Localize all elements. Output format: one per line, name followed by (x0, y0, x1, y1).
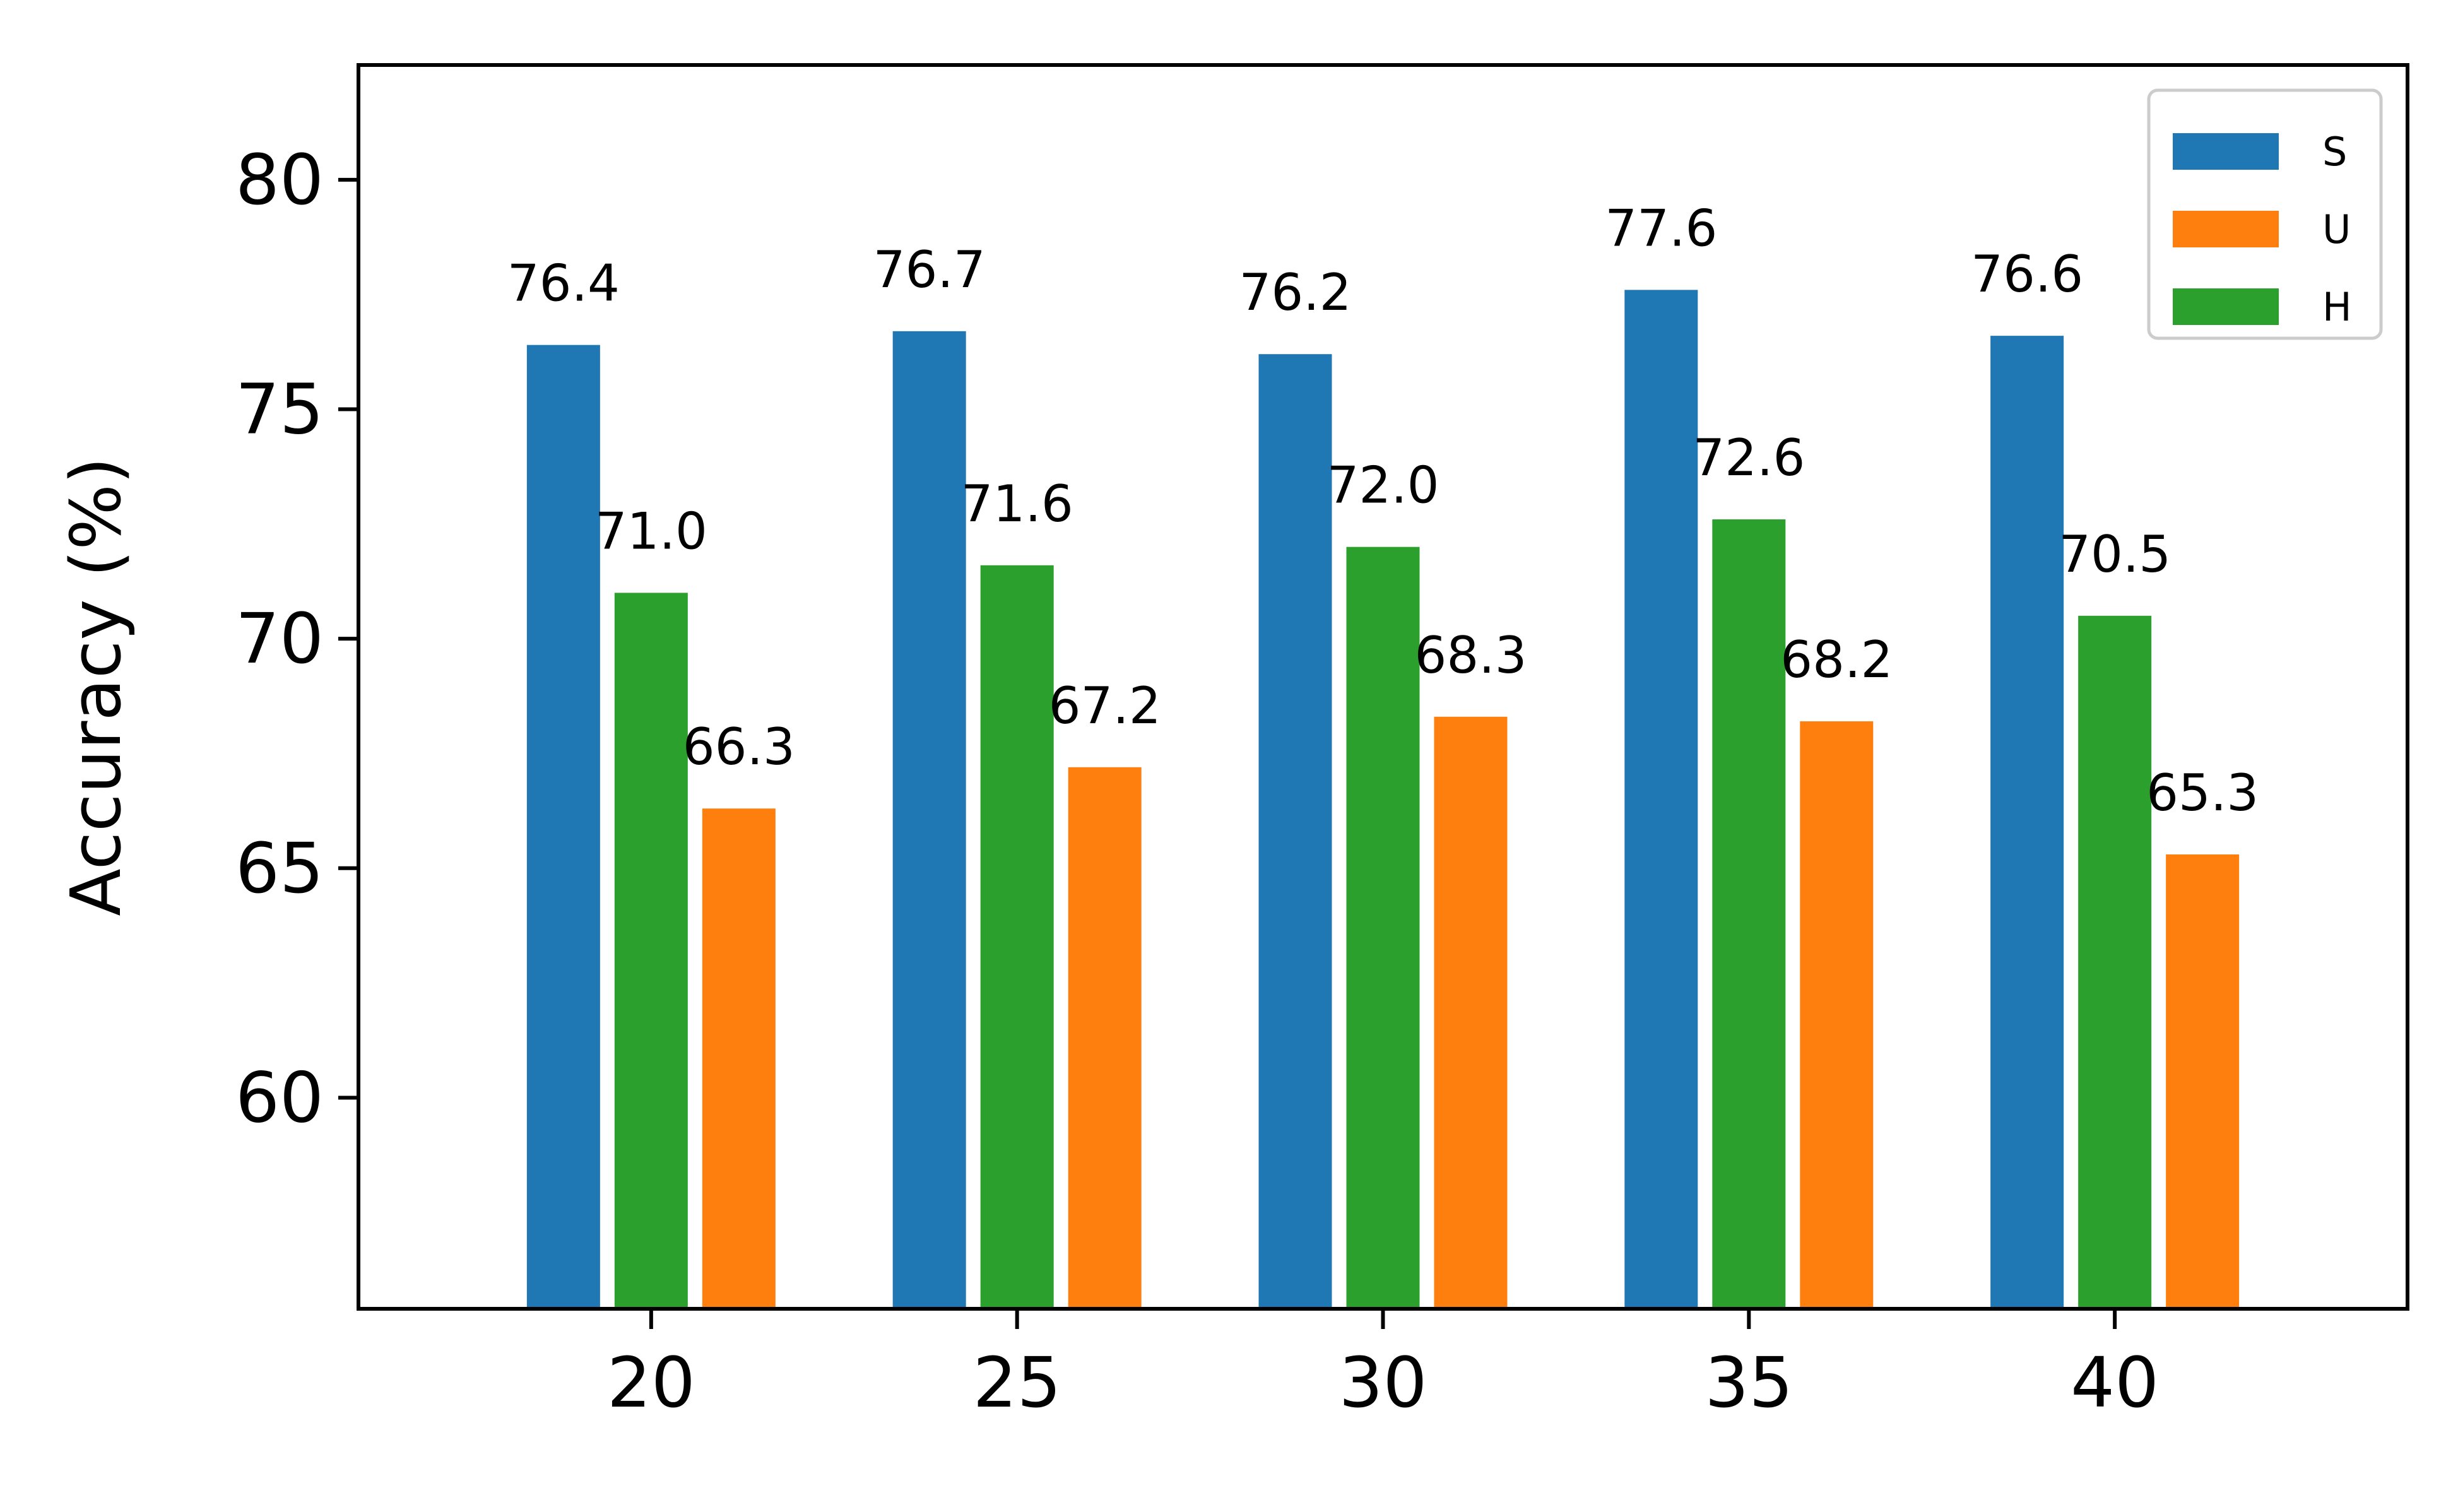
bar-s-35 (1624, 290, 1698, 1309)
bar-label-h-25: 71.6 (961, 475, 1073, 533)
bar-h-30 (1346, 546, 1420, 1309)
bar-label-h-40: 70.5 (2059, 525, 2171, 584)
bar-label-u-40: 65.3 (2146, 764, 2259, 822)
bar-s-25 (892, 331, 966, 1309)
bar-value-labels: 76.4 76.7 76.2 77.6 76.6 71.0 71.6 72.0 72.6 70.5… (507, 199, 2259, 822)
bar-h-35 (1712, 519, 1786, 1309)
y-axis: 60 65 70 75 80 (235, 139, 358, 1138)
bar-u-25 (1068, 767, 1142, 1309)
bar-label-s-35: 77.6 (1605, 199, 1717, 257)
x-tick-label-35: 35 (1705, 1342, 1793, 1423)
bar-label-h-20: 71.0 (595, 502, 707, 560)
y-tick-label-75: 75 (235, 369, 324, 449)
legend-label-u: U (2322, 206, 2351, 252)
bar-u-30 (1434, 716, 1508, 1309)
bar-label-u-25: 67.2 (1049, 676, 1161, 735)
bar-label-s-30: 76.2 (1239, 263, 1351, 322)
bar-u-20 (702, 808, 776, 1309)
x-tick-label-30: 30 (1339, 1342, 1427, 1423)
x-tick-label-20: 20 (607, 1342, 695, 1423)
legend-swatch-h (2173, 288, 2279, 325)
bar-label-h-35: 72.6 (1693, 428, 1805, 487)
bar-u-35 (1800, 721, 1874, 1309)
bar-s-40 (1990, 336, 2064, 1309)
bar-u-40 (2166, 854, 2240, 1309)
x-tick-label-25: 25 (973, 1342, 1061, 1423)
bar-label-s-20: 76.4 (507, 254, 620, 313)
bar-label-h-30: 72.0 (1326, 456, 1439, 515)
y-tick-label-65: 65 (235, 828, 324, 909)
bar-label-u-35: 68.2 (1780, 630, 1893, 689)
y-tick-label-70: 70 (235, 598, 324, 679)
bars-layer (526, 290, 2240, 1309)
bar-h-20 (614, 593, 688, 1309)
x-tick-label-40: 40 (2071, 1342, 2159, 1423)
bar-h-40 (2078, 615, 2152, 1309)
y-tick-label-60: 60 (235, 1057, 324, 1138)
legend: SUH (2147, 88, 2383, 340)
legend-swatch-s (2173, 133, 2279, 170)
bar-s-30 (1258, 354, 1332, 1309)
y-axis-label: Accuracy (%) (56, 457, 136, 916)
bar-label-u-30: 68.3 (1414, 626, 1527, 685)
bar-label-u-20: 66.3 (683, 718, 795, 776)
bar-label-s-25: 76.7 (873, 240, 986, 299)
bar-label-s-40: 76.6 (1971, 245, 2083, 304)
x-axis: 20 25 30 35 40 (607, 1309, 2159, 1423)
bar-h-25 (980, 565, 1054, 1309)
y-tick-label-80: 80 (235, 139, 324, 220)
legend-label-s: S (2322, 129, 2347, 175)
bar-s-20 (526, 345, 600, 1309)
legend-label-h: H (2322, 284, 2352, 330)
legend-swatch-u (2173, 211, 2279, 247)
